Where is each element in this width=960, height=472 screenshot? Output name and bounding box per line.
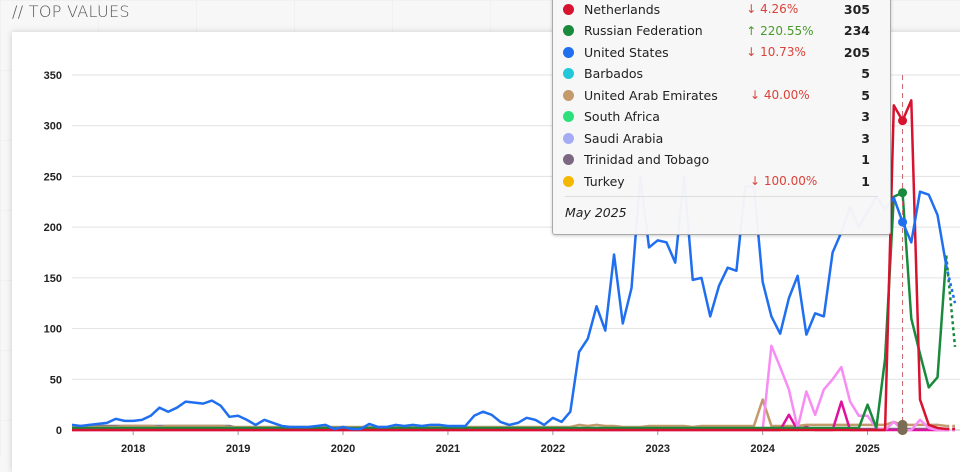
- tooltip-country: Russian Federation: [584, 23, 703, 38]
- y-tick-label: 200: [44, 222, 62, 234]
- tooltip-row: Trinidad and Tobago 1: [563, 150, 870, 170]
- series-line-violet[interactable]: [72, 344, 947, 432]
- series-color-dot-icon: [563, 132, 574, 144]
- x-tick-label: 2025: [855, 443, 879, 455]
- tooltip-value: 3: [861, 130, 870, 146]
- arrow-down-icon: ↓: [750, 174, 761, 188]
- x-tick-label: 2022: [541, 443, 565, 455]
- tooltip-row: United Arab Emirates ↓ 40.00% 5: [563, 85, 870, 105]
- tooltip-change-value: 100.00%: [763, 174, 818, 188]
- tooltip-country: Barbados: [584, 66, 644, 81]
- hover-point[interactable]: [897, 423, 908, 434]
- tooltip-change: ↓ 100.00%: [750, 174, 850, 188]
- arrow-down-icon: ↓: [746, 45, 757, 59]
- line-chart: 0 50 100 150 200 250 300 350 2018 2019 2020 2021 202…: [44, 70, 960, 455]
- y-tick-label: 250: [44, 171, 62, 183]
- tooltip-change: ↓ 4.26%: [746, 2, 844, 16]
- tooltip-country: Saudi Arabia: [584, 130, 664, 146]
- tooltip-value: 5: [861, 87, 870, 103]
- hover-point[interactable]: [898, 217, 908, 227]
- tooltip-row: South Africa 3: [563, 107, 870, 127]
- y-tick-label: 300: [44, 121, 62, 133]
- tooltip-date: May 2025: [565, 205, 627, 220]
- x-tick-label: 2024: [750, 443, 775, 455]
- tooltip-change: ↓ 40.00%: [750, 88, 850, 102]
- arrow-up-icon: ↑: [746, 23, 757, 38]
- tooltip-value: 305: [843, 1, 870, 17]
- tooltip-change-value: 4.26%: [760, 2, 799, 16]
- tooltip-value: 205: [843, 44, 870, 60]
- tooltip-value: 1: [861, 152, 870, 167]
- tooltip-value: 5: [861, 66, 870, 81]
- tooltip-value: 1: [861, 173, 870, 189]
- x-tick-label: 2020: [331, 443, 355, 455]
- tooltip-row: Turkey ↓ 100.00% 1: [563, 171, 870, 191]
- arrow-down-icon: ↓: [746, 2, 757, 16]
- section-title: // TOP VALUES: [12, 2, 130, 21]
- tooltip-change-value: 40.00%: [763, 88, 810, 102]
- x-tick-label: 2023: [646, 443, 670, 455]
- tooltip-change: ↓ 10.73%: [746, 45, 844, 59]
- series-color-dot-icon: [563, 89, 574, 101]
- series-color-dot-icon: [563, 111, 574, 122]
- tooltip-divider: [565, 196, 878, 197]
- y-tick-label: 50: [50, 374, 62, 386]
- hover-point[interactable]: [898, 188, 908, 198]
- tooltip-row: Saudi Arabia 3: [563, 128, 870, 148]
- tooltip-country: Turkey: [584, 173, 625, 189]
- y-tick-label: 150: [44, 273, 62, 285]
- tooltip-country: Netherlands: [584, 1, 661, 17]
- y-tick-label: 350: [44, 70, 62, 82]
- tooltip-country: United States: [584, 44, 669, 60]
- series-color-dot-icon: [563, 46, 574, 58]
- y-tick-label: 0: [56, 425, 62, 437]
- tooltip-country: United Arab Emirates: [584, 87, 718, 103]
- tooltip-row: Barbados 5: [563, 64, 870, 84]
- tooltip-row: Russian Federation ↑ 220.55% 234: [563, 21, 870, 41]
- chart-tooltip: May 2025 Netherlands ↓ 4.26% 305 Russian…: [552, 0, 891, 235]
- tooltip-change-value: 10.73%: [760, 45, 806, 59]
- tooltip-value: 3: [861, 109, 870, 124]
- tooltip-change-value: 220.55%: [760, 23, 814, 38]
- tooltip-row: Netherlands ↓ 4.26% 305: [563, 0, 870, 19]
- series-color-dot-icon: [563, 25, 574, 36]
- series-line-united-states[interactable]: [71, 175, 948, 431]
- x-tick-label: 2021: [436, 443, 460, 455]
- series-line-netherlands[interactable]: [72, 99, 947, 432]
- series-color-dot-icon: [563, 68, 574, 79]
- series-projection: [945, 265, 957, 304]
- arrow-down-icon: ↓: [750, 88, 761, 102]
- tooltip-country: South Africa: [584, 109, 660, 124]
- series-color-dot-icon: [563, 175, 574, 187]
- tooltip-country: Trinidad and Tobago: [584, 152, 710, 167]
- x-tick-label: 2018: [121, 443, 145, 455]
- tooltip-change: ↑ 220.55%: [746, 24, 844, 38]
- series-line-russian-federation[interactable]: [72, 191, 948, 430]
- series-color-dot-icon: [563, 3, 574, 15]
- tooltip-row: United States ↓ 10.73% 205: [563, 42, 870, 62]
- hover-point[interactable]: [898, 116, 908, 126]
- y-tick-label: 100: [44, 324, 62, 336]
- tooltip-value: 234: [843, 23, 870, 38]
- series-color-dot-icon: [563, 154, 574, 165]
- x-tick-label: 2019: [226, 443, 250, 455]
